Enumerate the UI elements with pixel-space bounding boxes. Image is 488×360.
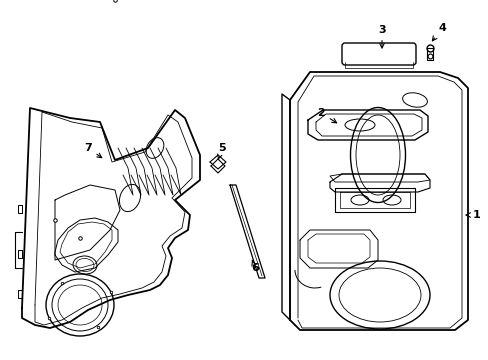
Text: 2: 2 [317,108,336,123]
Text: 1: 1 [465,210,480,220]
Text: 5: 5 [217,143,225,159]
Text: 7: 7 [84,143,102,158]
Text: 3: 3 [377,25,385,48]
Text: 4: 4 [431,23,445,41]
Text: 6: 6 [250,260,259,273]
